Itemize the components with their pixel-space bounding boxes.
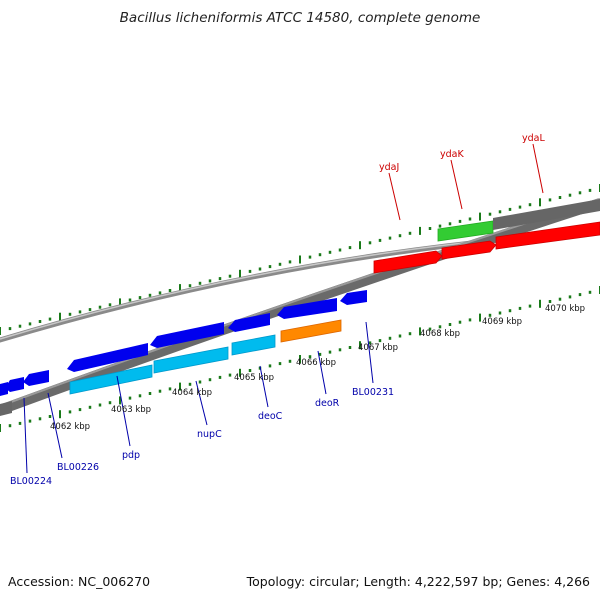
gene-label[interactable]: BL00226 xyxy=(57,462,99,473)
gene-label[interactable]: nupC xyxy=(197,429,222,440)
gene-arrow[interactable] xyxy=(69,364,153,395)
gene-label[interactable]: deoR xyxy=(315,398,340,409)
gene-gray xyxy=(0,199,600,416)
gene-arrow[interactable] xyxy=(340,290,367,305)
gene-label[interactable]: BL00224 xyxy=(10,476,52,487)
upper-tick-track xyxy=(0,184,600,335)
scale-label: 4067 kbp xyxy=(358,343,398,353)
scale-label: 4070 kbp xyxy=(545,304,585,314)
reverse-genes-dark-blue xyxy=(0,290,367,396)
gene-arrow[interactable] xyxy=(5,377,24,392)
gene-arrow[interactable] xyxy=(0,401,12,416)
genes-light-blue xyxy=(69,334,276,395)
gene-arrow[interactable] xyxy=(373,250,443,274)
map-title: Bacillus licheniformis ATCC 14580, compl… xyxy=(120,10,481,26)
gene-arrow[interactable] xyxy=(495,221,600,250)
scale-label: 4065 kbp xyxy=(234,373,274,383)
scale-label: 4064 kbp xyxy=(172,388,212,398)
gene-arrow[interactable] xyxy=(23,370,49,386)
accession-text: Accession: NC_006270 xyxy=(8,574,150,589)
gene-green xyxy=(437,220,494,242)
gene-arrow[interactable] xyxy=(441,240,497,260)
scale-label: 4069 kbp xyxy=(482,317,522,327)
gene-arrow[interactable] xyxy=(150,322,224,348)
gene-arrow[interactable] xyxy=(280,319,342,343)
gene-label[interactable]: BL00231 xyxy=(352,387,394,398)
gene-orange xyxy=(280,319,342,343)
gene-arrow[interactable] xyxy=(67,343,148,372)
gene-label[interactable]: ydaL xyxy=(522,133,545,144)
scale-label: 4066 kbp xyxy=(296,358,336,368)
gene-label[interactable]: ydaK xyxy=(440,149,464,160)
gene-arrow[interactable] xyxy=(228,313,270,332)
gene-label[interactable]: ydaJ xyxy=(379,162,399,173)
topology-text: Topology: circular; Length: 4,222,597 bp… xyxy=(246,574,590,589)
forward-genes-red xyxy=(373,221,600,274)
gene-arrow[interactable] xyxy=(153,346,229,374)
gene-arrow[interactable] xyxy=(493,199,600,230)
gene-label[interactable]: deoC xyxy=(258,411,283,422)
scale-label: 4068 kbp xyxy=(420,329,460,339)
scale-label: 4063 kbp xyxy=(111,405,151,415)
gene-arrow[interactable] xyxy=(0,382,8,396)
gene-arrow[interactable] xyxy=(437,220,494,242)
gene-label[interactable]: pdp xyxy=(122,450,140,461)
scale-label: 4062 kbp xyxy=(50,422,90,432)
gene-arrow[interactable] xyxy=(277,298,337,319)
scale-labels: 4062 kbp 4063 kbp 4064 kbp 4065 kbp 4066… xyxy=(50,304,585,432)
lower-gene-labels: BL00224 BL00226 pdp nupC deoC deoR BL002… xyxy=(10,321,394,487)
upper-gene-labels: ydaJ ydaK ydaL xyxy=(379,133,545,221)
gene-arrow[interactable] xyxy=(231,334,276,356)
